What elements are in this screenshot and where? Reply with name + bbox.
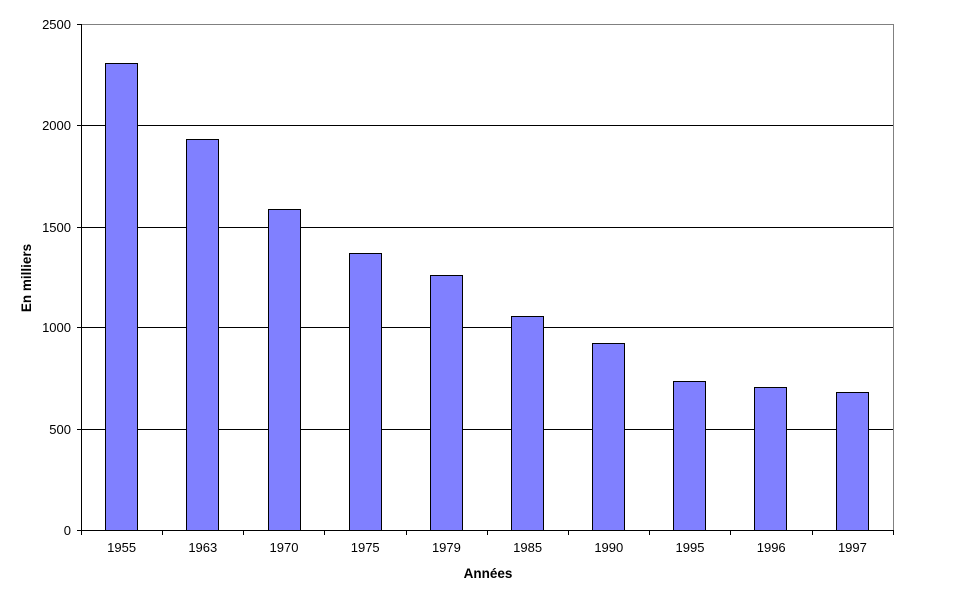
svg-text:1990: 1990: [594, 540, 623, 555]
svg-text:500: 500: [49, 422, 71, 437]
svg-text:Années: Années: [464, 566, 513, 581]
svg-text:1963: 1963: [188, 540, 217, 555]
svg-text:1979: 1979: [432, 540, 461, 555]
svg-text:2500: 2500: [42, 17, 71, 32]
svg-text:1000: 1000: [42, 320, 71, 335]
svg-text:1970: 1970: [270, 540, 299, 555]
svg-text:0: 0: [64, 523, 71, 538]
svg-text:2000: 2000: [42, 118, 71, 133]
svg-text:1995: 1995: [676, 540, 705, 555]
svg-text:1975: 1975: [351, 540, 380, 555]
svg-text:1985: 1985: [513, 540, 542, 555]
svg-text:1997: 1997: [838, 540, 867, 555]
svg-text:1996: 1996: [757, 540, 786, 555]
svg-text:En milliers: En milliers: [19, 244, 34, 312]
svg-text:1955: 1955: [107, 540, 136, 555]
svg-text:1500: 1500: [42, 220, 71, 235]
